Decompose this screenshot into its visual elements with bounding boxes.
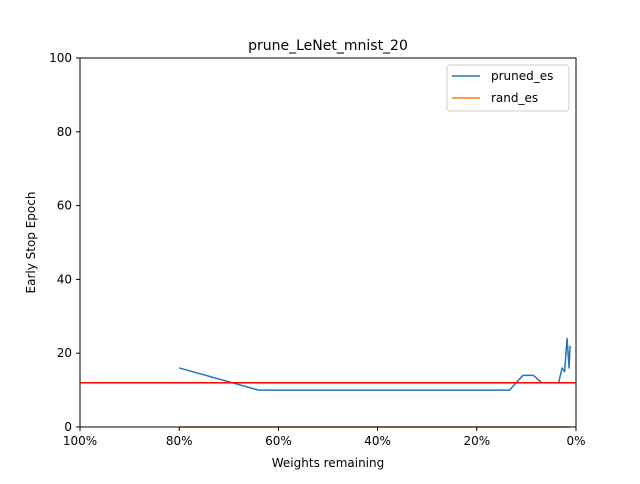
y-tick-label: 100 (49, 51, 72, 65)
y-tick-label: 40 (57, 272, 72, 286)
y-axis: 0 20 40 60 80 100 (49, 51, 80, 434)
x-tick-label: 0% (566, 434, 585, 448)
legend: pruned_es rand_es (446, 64, 570, 112)
y-tick-label: 80 (57, 125, 72, 139)
legend-label-pruned-es: pruned_es (491, 69, 553, 83)
y-tick-label: 0 (64, 420, 72, 434)
x-tick-label: 100% (63, 434, 97, 448)
y-axis-label: Early Stop Epoch (24, 192, 38, 294)
x-tick-label: 20% (463, 434, 490, 448)
x-tick-label: 40% (364, 434, 391, 448)
x-axis: 100% 80% 60% 40% 20% 0% (63, 427, 586, 448)
x-axis-label: Weights remaining (272, 456, 384, 470)
plot-frame (79, 57, 577, 428)
y-tick-label: 20 (57, 346, 72, 360)
series-line-pruned-es (178, 337, 571, 391)
legend-label-rand-es: rand_es (491, 91, 538, 105)
x-tick-label: 60% (265, 434, 292, 448)
chart-title: prune_LeNet_mnist_20 (248, 38, 408, 54)
x-tick-label: 80% (166, 434, 193, 448)
y-tick-label: 60 (57, 199, 72, 213)
